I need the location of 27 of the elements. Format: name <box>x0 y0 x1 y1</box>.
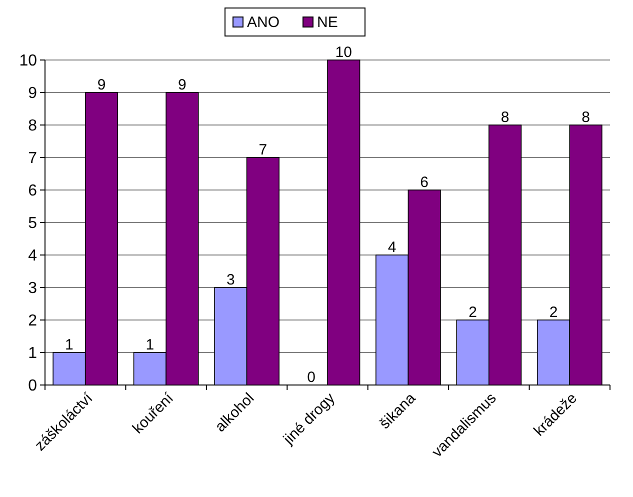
y-tick-label: 7 <box>28 150 38 168</box>
data-label: 1 <box>65 336 74 354</box>
y-tick-label: 8 <box>28 118 38 135</box>
y-tick-label: 9 <box>28 85 38 102</box>
data-label: 1 <box>146 336 154 354</box>
y-tick-label: 3 <box>28 280 38 298</box>
data-label: 9 <box>178 76 186 94</box>
y-tick-label: 6 <box>28 182 38 200</box>
data-label: 0 <box>307 369 316 386</box>
data-label: 8 <box>500 109 510 126</box>
data-label: 6 <box>420 174 429 191</box>
y-tick-label: 10 <box>19 52 38 70</box>
y-tick-label: 0 <box>28 378 38 395</box>
data-label: 9 <box>97 76 106 94</box>
y-tick-label: 2 <box>28 312 38 330</box>
y-tick-label: 4 <box>28 248 38 265</box>
data-label: 2 <box>549 304 558 321</box>
data-label: 2 <box>468 304 477 321</box>
data-label: 3 <box>226 272 235 288</box>
data-label: 10 <box>335 44 352 61</box>
data-label: 7 <box>258 142 268 158</box>
y-tick-label: 1 <box>28 345 38 362</box>
legend-label: NE <box>317 14 338 31</box>
legend-label: ANO <box>247 14 280 31</box>
data-label: 4 <box>388 239 396 256</box>
y-tick-label: 5 <box>28 215 38 232</box>
data-label: 8 <box>582 109 590 126</box>
